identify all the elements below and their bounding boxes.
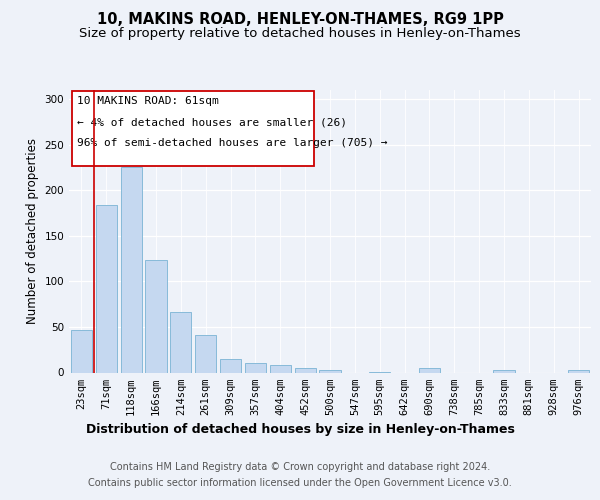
Bar [419, 368, 440, 372]
Bar [96, 205, 117, 372]
Text: 10 MAKINS ROAD: 61sqm: 10 MAKINS ROAD: 61sqm [77, 96, 218, 106]
Text: Contains public sector information licensed under the Open Government Licence v3: Contains public sector information licen… [88, 478, 512, 488]
Text: Size of property relative to detached houses in Henley-on-Thames: Size of property relative to detached ho… [79, 28, 521, 40]
Bar [295, 368, 316, 372]
Bar [71, 330, 92, 372]
Bar [319, 370, 341, 372]
Text: Distribution of detached houses by size in Henley-on-Thames: Distribution of detached houses by size … [86, 422, 514, 436]
Text: 96% of semi-detached houses are larger (705) →: 96% of semi-detached houses are larger (… [77, 138, 388, 148]
Y-axis label: Number of detached properties: Number of detached properties [26, 138, 39, 324]
Bar [270, 365, 291, 372]
Text: ← 4% of detached houses are smaller (26): ← 4% of detached houses are smaller (26) [77, 117, 347, 127]
Bar [195, 335, 216, 372]
Bar [568, 370, 589, 372]
FancyBboxPatch shape [71, 92, 314, 166]
Bar [245, 364, 266, 372]
Bar [170, 312, 191, 372]
Bar [145, 260, 167, 372]
Bar [220, 359, 241, 372]
Text: 10, MAKINS ROAD, HENLEY-ON-THAMES, RG9 1PP: 10, MAKINS ROAD, HENLEY-ON-THAMES, RG9 1… [97, 12, 503, 28]
Bar [493, 370, 515, 372]
Bar [121, 168, 142, 372]
Text: Contains HM Land Registry data © Crown copyright and database right 2024.: Contains HM Land Registry data © Crown c… [110, 462, 490, 472]
